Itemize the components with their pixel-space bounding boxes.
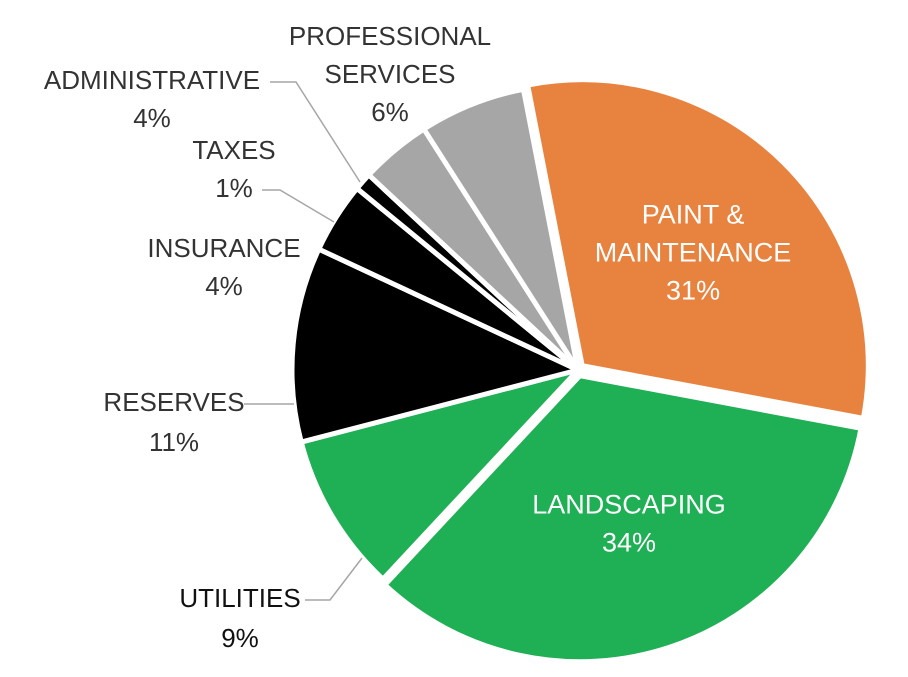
slice-category-label: RESERVES	[103, 387, 244, 417]
slice-category-label: TAXES	[192, 135, 275, 165]
slice-landscaping	[382, 373, 864, 665]
slice-percent-label: 4%	[205, 271, 243, 301]
slice-category-label: INSURANCE	[147, 233, 300, 263]
leader-line-administrative	[270, 81, 361, 183]
slice-category-label: ADMINISTRATIVE	[44, 65, 260, 95]
label-taxes: TAXES 1%	[192, 135, 275, 203]
slice-utilities	[298, 367, 581, 582]
slice-percent-label: 1%	[215, 173, 253, 203]
slice-percent-label: 4%	[133, 103, 171, 133]
slice-category-label: LANDSCAPING	[532, 489, 726, 519]
slice-category-label: MAINTENANCE	[595, 237, 792, 267]
slice-category-label: PROFESSIONAL	[289, 21, 491, 51]
slices-layer	[289, 77, 871, 665]
slice-category-label: SERVICES	[324, 59, 455, 89]
label-insurance: INSURANCE 4%	[147, 233, 300, 301]
labels-layer: PAINT & MAINTENANCE 31% LANDSCAPING 34% UTILI…	[44, 21, 791, 653]
slice-percent-label: 11%	[149, 427, 199, 457]
label-utilities: UTILITIES 9%	[179, 583, 300, 653]
leader-line-taxes	[262, 189, 335, 223]
slice-percent-label: 9%	[221, 623, 259, 653]
slice-professional-services	[421, 86, 581, 373]
label-paint-and-maintenance: PAINT & MAINTENANCE 31%	[595, 199, 792, 305]
label-professional-services: PROFESSIONAL SERVICES 6%	[289, 21, 491, 127]
slice-category-label: PAINT &	[642, 199, 745, 229]
slice-category-label: UTILITIES	[179, 583, 300, 613]
label-administrative: ADMINISTRATIVE 4%	[44, 65, 260, 133]
leader-line-utilities	[305, 557, 363, 601]
slice-percent-label: 34%	[602, 527, 656, 557]
slice-percent-label: 6%	[371, 97, 409, 127]
slice-percent-label: 31%	[666, 275, 720, 305]
slice-paint-and-maintenance	[525, 77, 871, 421]
leader-lines-layer	[244, 81, 363, 601]
slice-reserves	[289, 246, 581, 445]
label-landscaping: LANDSCAPING 34%	[532, 489, 726, 557]
label-reserves: RESERVES 11%	[103, 387, 244, 457]
